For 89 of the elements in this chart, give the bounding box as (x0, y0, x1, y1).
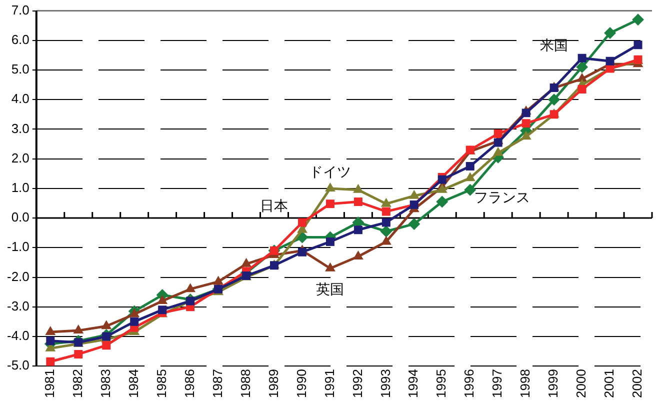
x-tick-label: 1987 (210, 369, 225, 398)
y-tick-label: 0.0 (11, 210, 30, 225)
point (522, 119, 530, 128)
point (354, 226, 362, 234)
x-tick-label: 1984 (126, 369, 141, 398)
point (298, 218, 306, 227)
series-label: 英国 (316, 281, 344, 298)
y-tick-label: 1.0 (11, 180, 30, 196)
point (494, 129, 502, 138)
y-tick-label: -1.0 (6, 239, 30, 254)
point (380, 236, 392, 245)
x-tick-label: 1991 (322, 369, 337, 398)
point (46, 357, 55, 366)
series-label: 日本 (260, 197, 288, 214)
x-tick-label: 1999 (546, 369, 561, 398)
point (520, 130, 532, 140)
y-tick-label: 7.0 (11, 2, 30, 18)
point (408, 190, 420, 199)
point (634, 40, 642, 50)
x-tick-label: 2000 (574, 369, 589, 398)
point (352, 184, 364, 193)
point (354, 198, 362, 206)
point (438, 175, 446, 184)
point (522, 108, 530, 118)
x-tick-label: 1993 (378, 369, 393, 398)
y-tick-label: 3.0 (11, 120, 30, 136)
point (380, 225, 392, 238)
y-tick-label: -2.0 (6, 268, 30, 284)
x-tick-label: 2002 (630, 369, 645, 398)
point (436, 196, 448, 208)
point (325, 182, 336, 192)
point (325, 262, 336, 272)
x-tick-label: 1992 (350, 369, 365, 398)
x-tick-label: 1989 (266, 369, 281, 398)
point (382, 218, 390, 227)
point (45, 326, 56, 336)
x-tick-label: 1986 (182, 369, 197, 398)
y-tick-label: -3.0 (6, 298, 30, 314)
x-tick-label: 1983 (98, 369, 113, 398)
x-tick-label: 2001 (602, 369, 617, 398)
y-tick-label: -4.0 (6, 328, 30, 344)
point (326, 200, 334, 208)
point (102, 341, 111, 350)
point (466, 162, 474, 170)
x-tick-label: 1990 (294, 369, 309, 398)
series-label: フランス (474, 188, 530, 205)
point (492, 146, 504, 156)
x-tick-label: 1996 (462, 369, 477, 398)
y-tick-label: 4.0 (11, 91, 30, 106)
point (494, 138, 502, 147)
point (46, 336, 55, 346)
y-tick-label: 5.0 (11, 62, 30, 77)
x-tick-label: 1982 (70, 369, 85, 398)
point (157, 294, 168, 304)
point (632, 14, 644, 26)
point (436, 184, 448, 193)
point (604, 27, 616, 40)
point (185, 283, 196, 292)
y-tick-label: -5.0 (6, 358, 30, 373)
point (548, 94, 560, 106)
point (298, 248, 306, 256)
point (326, 237, 334, 246)
point (380, 198, 392, 207)
point (129, 308, 140, 318)
x-tick-label: 1998 (518, 369, 533, 398)
x-tick-label: 1994 (406, 369, 421, 398)
series-label: ドイツ (309, 163, 352, 180)
point (576, 61, 588, 74)
x-tick-label: 1988 (238, 369, 253, 398)
point (578, 54, 586, 62)
point (382, 207, 390, 216)
point (241, 258, 252, 267)
x-tick-label: 1981 (42, 369, 57, 398)
point (408, 218, 420, 230)
point (73, 324, 84, 334)
x-tick-label: 1995 (434, 369, 449, 398)
x-tick-label: 1997 (490, 369, 505, 398)
x-tick-label: 1985 (154, 369, 169, 398)
point (578, 85, 586, 94)
point (130, 317, 139, 326)
point (464, 172, 476, 182)
y-tick-label: 6.0 (11, 32, 30, 47)
point (101, 320, 112, 330)
point (74, 350, 83, 358)
point (158, 306, 167, 314)
y-tick-label: 2.0 (11, 150, 30, 166)
point (213, 276, 224, 285)
point (464, 184, 476, 196)
point (352, 250, 364, 260)
